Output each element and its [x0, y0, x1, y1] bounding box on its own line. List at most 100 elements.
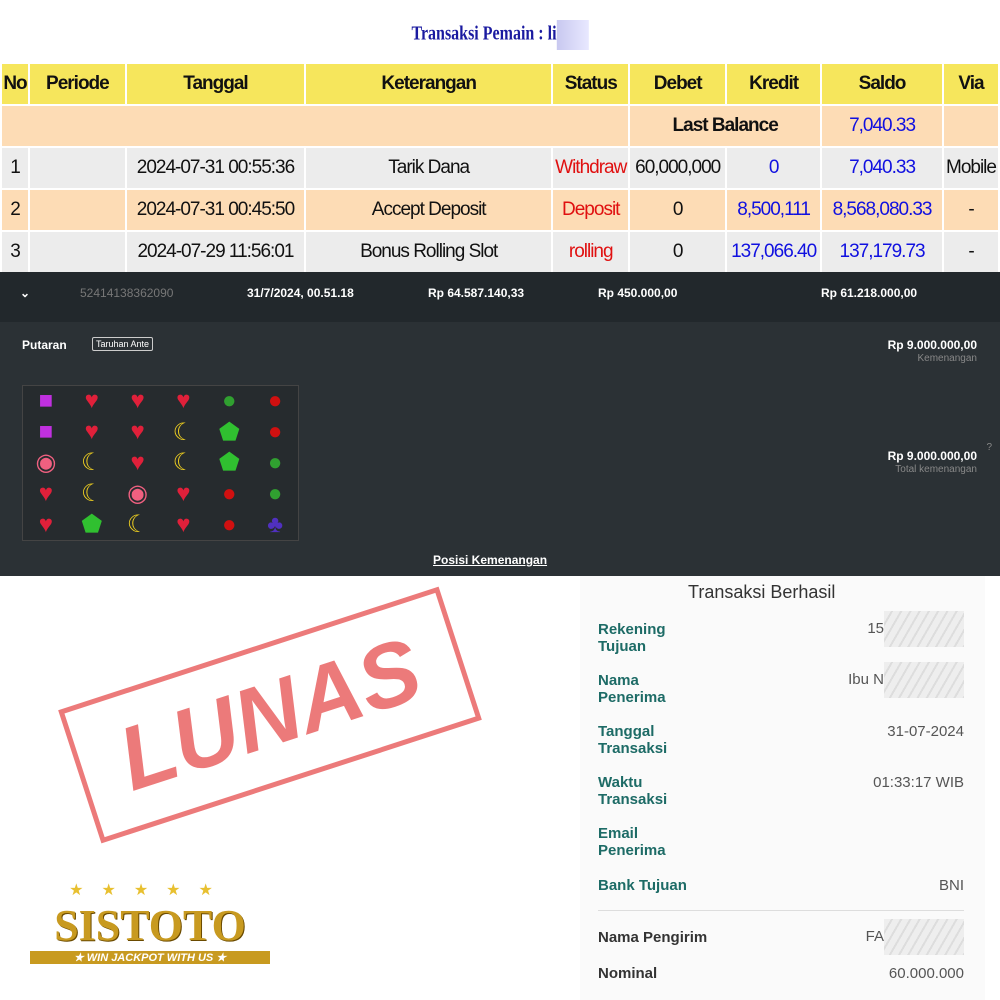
last-balance-label: Last Balance — [628, 104, 823, 148]
receipt-label: Rekening Tujuan — [598, 621, 666, 655]
receipt-row: Email Penerima — [598, 825, 964, 859]
receipt-label: Tanggal Transaksi — [598, 723, 668, 757]
cell-via: Mobile — [941, 146, 1000, 190]
column-header: Debet — [628, 62, 728, 106]
column-header: Via — [941, 62, 1000, 106]
heart-icon: ♥ — [84, 418, 99, 446]
cell-no: 1 — [0, 146, 30, 190]
round-id: 52414138362090 — [80, 286, 174, 300]
receipt-label: Nominal — [598, 965, 658, 982]
cell-saldo: 137,179.73 — [820, 230, 944, 274]
round-bet: Rp 450.000,00 — [598, 286, 678, 300]
cell-ket: Accept Deposit — [304, 188, 554, 232]
heart-icon: ♥ — [38, 479, 54, 507]
melon-icon: ● — [267, 448, 283, 476]
heart-icon: ♥ — [38, 510, 54, 538]
page-title-text: Transaksi Pemain : li — [411, 22, 557, 45]
heart-icon: ♥ — [130, 387, 145, 415]
receipt-label: Email Penerima — [598, 825, 666, 859]
receipt-value-text: BNI — [938, 877, 964, 894]
taruhan-ante-badge: Taruhan Ante — [92, 337, 154, 351]
heart-icon: ♥ — [84, 387, 99, 415]
receipt-value: FA — [866, 919, 964, 955]
cell-tanggal: 2024-07-31 00:55:36 — [124, 146, 307, 190]
cell-ket: Bonus Rolling Slot — [304, 230, 554, 274]
cell-ket: Tarik Dana — [304, 146, 554, 190]
receipt-title: Transaksi Berhasil — [688, 582, 836, 602]
heart-icon: ♥ — [176, 387, 191, 415]
banana-icon: ☾ — [172, 418, 195, 446]
banana-icon: ☾ — [80, 480, 103, 508]
table-row: 2 2024-07-31 00:45:50 Accept Deposit Deposi… — [0, 188, 1000, 232]
table-row: 1 2024-07-31 00:55:36 Tarik Dana Withdraw 60… — [0, 146, 1000, 190]
logo-name: SISTOTO — [54, 901, 246, 950]
column-header: Status — [551, 62, 631, 106]
receipt-row: Bank Tujuan BNI — [598, 877, 964, 894]
win-label: Kemenangan — [917, 353, 978, 364]
heart-icon: ♥ — [176, 479, 191, 507]
lollipop-icon: ◉ — [127, 480, 149, 508]
stars-decoration: ★★★★★ — [69, 882, 231, 899]
cell-status: Deposit — [551, 188, 631, 232]
game-history-panel: ⌄ 52414138362090 31/7/2024, 00.51.18 Rp … — [0, 272, 1000, 576]
game-round-row[interactable]: ⌄ 52414138362090 31/7/2024, 00.51.18 Rp … — [0, 272, 1000, 322]
gem-icon: ⬟ — [218, 449, 240, 477]
cell-via: - — [941, 188, 1000, 232]
receipt-label: Waktu Transaksi — [598, 774, 668, 808]
apple-icon: ● — [221, 479, 237, 507]
gem-icon: ⬟ — [81, 511, 103, 539]
receipt-value: 15 — [867, 611, 964, 647]
help-icon[interactable]: ? — [986, 442, 992, 453]
banana-icon: ☾ — [80, 449, 103, 477]
banana-icon: ☾ — [172, 449, 195, 477]
apple-icon: ● — [267, 387, 283, 415]
chevron-down-icon[interactable]: ⌄ — [20, 286, 31, 300]
receipt-value: 31-07-2024 — [887, 723, 964, 740]
receipt-value: 60.000.000 — [889, 965, 964, 982]
sistoto-logo: ★★★★★ SISTOTO ★ WIN JACKPOT WITH US ★ — [10, 880, 290, 990]
logo-tagline: ★ WIN JACKPOT WITH US ★ — [30, 951, 270, 964]
redaction-mask — [556, 20, 589, 50]
posisi-kemenangan-link[interactable]: Posisi Kemenangan — [433, 553, 548, 567]
receipt-value: 01:33:17 WIB — [873, 774, 964, 791]
cell-saldo: 7,040.33 — [820, 146, 944, 190]
receipt-label: Bank Tujuan — [598, 877, 687, 894]
receipt-value-text: FA — [865, 927, 884, 945]
apple-icon: ● — [221, 510, 237, 538]
cell-debet: 0 — [628, 230, 728, 274]
receipt-value-text: 15 — [867, 619, 884, 637]
redaction-mask — [884, 611, 964, 647]
candy-icon: ■ — [38, 387, 54, 415]
cell-debet: 0 — [628, 188, 728, 232]
melon-icon: ● — [267, 479, 283, 507]
round-total: Rp 61.218.000,00 — [821, 286, 918, 300]
receipt-row: Nominal 60.000.000 — [598, 965, 964, 982]
last-balance-value: 7,040.33 — [820, 104, 944, 148]
apple-icon: ● — [267, 418, 283, 446]
receipt-value-text: 60.000.000 — [888, 965, 964, 982]
redaction-mask — [884, 662, 964, 698]
transaction-table: No Periode Tanggal Keterangan Status Debet Kre… — [0, 62, 1000, 274]
heart-icon: ♥ — [176, 510, 191, 538]
cell-via: - — [941, 230, 1000, 274]
round-balance: Rp 64.587.140,33 — [428, 286, 525, 300]
column-header: Periode — [27, 62, 127, 106]
cell-periode — [27, 230, 127, 274]
receipt-label: Nama Pengirim — [598, 929, 708, 946]
cell-no: 2 — [0, 188, 30, 232]
round-date: 31/7/2024, 00.51.18 — [247, 286, 354, 300]
receipt-value: Ibu N — [848, 662, 964, 698]
table-row: 3 2024-07-29 11:56:01 Bonus Rolling Slot ro… — [0, 230, 1000, 274]
receipt-row: Nama Pengirim FA — [598, 919, 964, 955]
cell-kredit: 0 — [725, 146, 823, 190]
divider — [598, 910, 964, 911]
receipt-value: BNI — [939, 877, 964, 894]
cell-no: 3 — [0, 230, 30, 274]
banana-icon: ☾ — [126, 511, 149, 539]
heart-icon: ♥ — [130, 448, 145, 476]
lollipop-icon: ◉ — [35, 449, 57, 477]
receipt-row: Rekening Tujuan 15 — [598, 611, 964, 655]
receipt-row: Waktu Transaksi 01:33:17 WIB — [598, 774, 964, 808]
grape-icon: ♣ — [267, 510, 283, 538]
receipt-row: Tanggal Transaksi 31-07-2024 — [598, 723, 964, 757]
